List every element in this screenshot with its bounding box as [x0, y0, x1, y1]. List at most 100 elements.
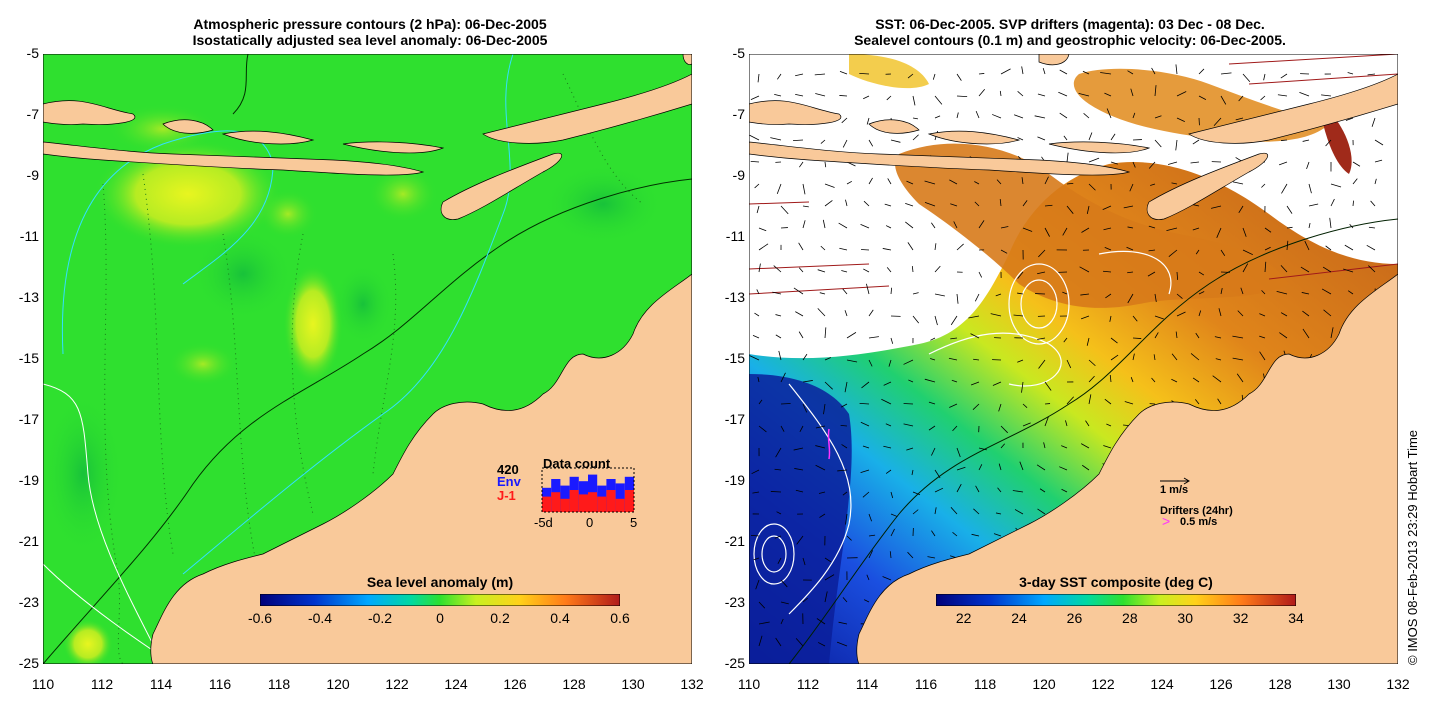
right-map[interactable]: [749, 54, 1398, 664]
right-lon-tick-3: 116: [914, 676, 938, 692]
velocity-scale-label: 1 m/s: [1160, 484, 1189, 496]
data-count-j1-bar: [551, 492, 561, 512]
data-count-j1-label: J-1: [497, 488, 516, 503]
right-lat-tick-8: -21: [724, 533, 745, 549]
right-colorbar-tick-5: 32: [1232, 610, 1249, 626]
right-colorbar-tick-1: 24: [1011, 610, 1027, 626]
left-lon-tick-6: 122: [385, 676, 409, 692]
right-lat-tick-2: -9: [732, 167, 745, 183]
right-lat-tick-4: -13: [724, 289, 745, 305]
data-count-j1-bar: [606, 490, 616, 512]
left-title-line2: Isostatically adjusted sea level anomaly…: [192, 32, 548, 48]
data-count-env-bar: [560, 485, 570, 512]
right-lat-tick-6: -17: [724, 411, 745, 427]
data-count-j1-bar: [560, 498, 570, 512]
left-colorbar-tick-5: 0.4: [550, 610, 570, 626]
left-lon-tick-3: 116: [208, 676, 232, 692]
data-count-env-label: Env: [497, 474, 521, 489]
left-lat-tick-1: -7: [26, 106, 39, 122]
left-lon-tick-11: 132: [680, 676, 704, 692]
right-colorbar-label: 3-day SST composite (deg C): [1019, 574, 1213, 590]
velocity-red-streaks: [749, 54, 1398, 295]
imos-credit: © IMOS 08-Feb-2013 23:29 Hobart Time: [1405, 429, 1420, 665]
right-title-line1: SST: 06-Dec-2005. SVP drifters (magenta)…: [875, 16, 1265, 32]
anomaly-low-1: [193, 229, 293, 319]
left-lat-tick-0: -5: [26, 45, 39, 61]
right-lat-tick-7: -19: [724, 472, 745, 488]
right-lon-tick-8: 126: [1209, 676, 1233, 692]
data-count-env-bar: [615, 483, 625, 512]
left-lat-tick-5: -15: [18, 350, 39, 366]
right-colorbar-tick-6: 34: [1288, 610, 1304, 626]
left-colorbar-tick-4: 0.2: [490, 610, 510, 626]
data-count-tick-zero: 0: [586, 515, 594, 530]
anomaly-mid-4: [108, 104, 218, 154]
right-title-line2: Sealevel contours (0.1 m) and geostrophi…: [854, 32, 1286, 48]
left-lon-tick-4: 118: [267, 676, 291, 692]
data-count-j1-bar: [578, 494, 588, 512]
left-lon-tick-8: 126: [503, 676, 527, 692]
right-lon-tick-9: 128: [1268, 676, 1292, 692]
data-count-title: Data count: [543, 456, 611, 471]
drifter-track: [827, 428, 831, 460]
left-lat-tick-7: -19: [18, 472, 39, 488]
left-lat-tick-8: -21: [18, 533, 39, 549]
right-lon-tick-7: 124: [1150, 676, 1174, 692]
data-count-tick-start: -5d: [534, 515, 553, 530]
right-colorbar-tick-2: 26: [1066, 610, 1083, 626]
right-lon-tick-11: 132: [1386, 676, 1410, 692]
right-colorbar-tick-4: 30: [1177, 610, 1193, 626]
data-count-total: 420: [497, 462, 519, 477]
drifter-scale-arrow-icon: >: [1162, 513, 1171, 529]
right-lat-tick-10: -25: [724, 655, 745, 671]
left-colorbar-tick-0: -0.6: [247, 610, 273, 626]
left-shelf-contour: [43, 178, 692, 664]
right-lon-tick-6: 122: [1091, 676, 1115, 692]
left-lat-tick-4: -13: [18, 289, 39, 305]
java-land: [43, 100, 136, 125]
pressure-dotted-contours: [102, 73, 644, 664]
timor-island: [440, 152, 563, 220]
sealevel-contours: [753, 250, 1172, 615]
north-land-strip: [682, 54, 692, 65]
right-lat-tick-5: -15: [724, 350, 745, 366]
left-colorbar-tick-6: 0.6: [610, 610, 630, 626]
australia-land: [150, 273, 692, 664]
left-lat-tick-3: -11: [19, 228, 39, 244]
anomaly-low-4: [333, 264, 393, 344]
drifters-scale-label: 0.5 m/s: [1180, 516, 1218, 528]
left-colorbar-tick-1: -0.4: [307, 610, 333, 626]
left-lon-tick-7: 124: [444, 676, 468, 692]
right-lat-tick-0: -5: [732, 45, 745, 61]
anomaly-mid-1: [258, 189, 318, 239]
left-colorbar-label: Sea level anomaly (m): [366, 574, 514, 590]
left-title-line1: Atmospheric pressure contours (2 hPa): 0…: [193, 16, 547, 32]
left-map[interactable]: [43, 54, 692, 664]
anomaly-mid-2: [368, 166, 438, 222]
right-lat-tick-3: -11: [725, 228, 745, 244]
anomaly-low-2: [43, 394, 123, 554]
anomaly-high-band: [283, 264, 343, 384]
right-colorbar: [936, 594, 1296, 606]
velocity-scale-arrow: [1160, 477, 1190, 485]
left-colorbar-tick-3: 0: [436, 610, 444, 626]
right-lat-tick-1: -7: [732, 106, 745, 122]
data-count-j1-bar: [624, 490, 634, 512]
right-lon-tick-4: 118: [973, 676, 997, 692]
anomaly-low-3: [543, 164, 663, 244]
left-lon-tick-9: 128: [562, 676, 586, 692]
sst-warm-north: [895, 143, 1289, 308]
right-colorbar-tick-0: 22: [955, 610, 972, 626]
left-lat-tick-9: -23: [18, 594, 39, 610]
drifters-label: Drifters (24hr): [1160, 505, 1233, 517]
right-lon-tick-2: 114: [855, 676, 879, 692]
data-count-j1-bar: [597, 496, 607, 512]
left-lat-tick-2: -9: [26, 167, 39, 183]
anomaly-mid-3: [168, 342, 238, 386]
left-lon-tick-0: 110: [31, 676, 55, 692]
lesser-sunda-islands: [43, 141, 425, 176]
right-lon-tick-10: 130: [1327, 676, 1351, 692]
left-lat-tick-6: -17: [18, 411, 39, 427]
left-colorbar: [260, 594, 620, 606]
data-count-j1-bar: [588, 492, 598, 512]
